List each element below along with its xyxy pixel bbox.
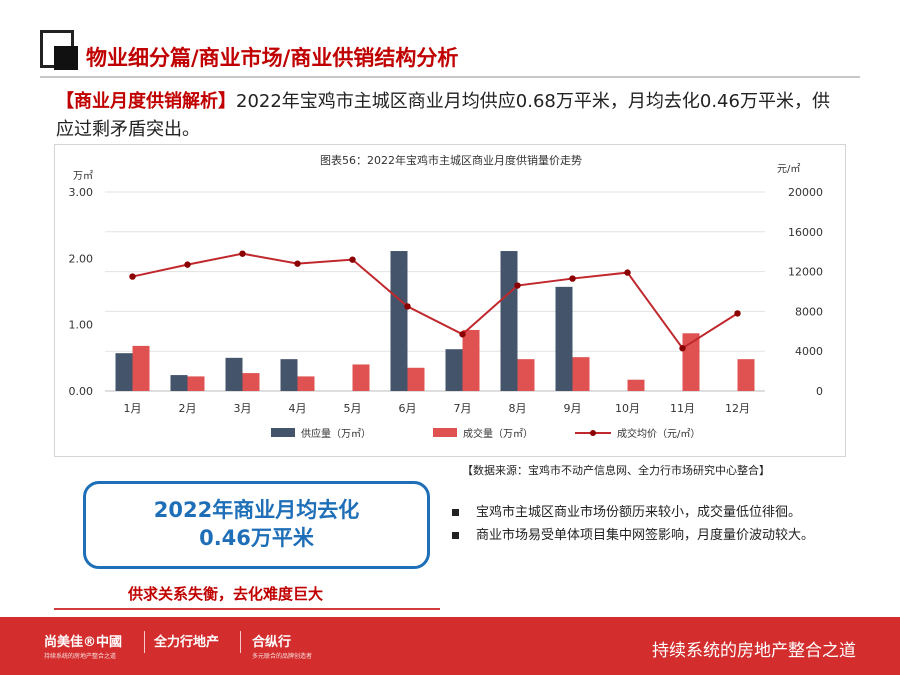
supply-bar: [170, 375, 188, 391]
avg-price-point: [404, 303, 411, 310]
summary-paragraph: 【商业月度供销解析】2022年宝鸡市主城区商业月均供应0.68万平米，月均去化0…: [56, 88, 846, 144]
left-tick-label: 1.00: [69, 319, 94, 332]
supply-bar: [390, 251, 408, 391]
supply-bar: [115, 353, 133, 391]
bullet-square-icon: [452, 532, 459, 539]
right-tick-label: 8000: [795, 305, 823, 318]
avg-price-point: [734, 310, 741, 317]
transaction-bar: [627, 379, 645, 391]
bullet-item: 商业市场易受单体项目集中网签影响，月度量价波动较大。: [452, 525, 852, 546]
data-source-note: 【数据来源：宝鸡市不动产信息网、全力行市场研究中心整合】: [462, 464, 770, 477]
avg-price-point: [624, 269, 631, 276]
avg-price-point: [184, 261, 191, 268]
supply-bar: [555, 286, 573, 391]
left-axis-unit: 万㎡: [73, 170, 93, 182]
left-tick-label: 3.00: [69, 186, 94, 199]
chart-frame: 图表56：2022年宝鸡市主城区商业月度供销量价走势万㎡ 元/㎡ 0.00 1.00 2…: [54, 144, 846, 457]
transaction-bar: [132, 345, 150, 391]
supply-bar: [500, 251, 518, 391]
supply-bar: [445, 349, 463, 391]
legend-transaction-label: 成交量（万㎡）: [463, 427, 533, 440]
footer-brand-quanlixing: 全力行地产: [154, 635, 220, 650]
right-tick-label: 0: [816, 385, 823, 398]
header-logo-square: [54, 46, 78, 70]
footer-separator: [144, 631, 145, 653]
category-label: 2月: [179, 402, 197, 415]
footer-bar: 尚美佳®中國 持续系统的房地产整合之道 全力行地产 合纵行 多元联合的品牌创造者…: [0, 617, 900, 675]
avg-price-point: [129, 273, 136, 280]
legend-supply-swatch: [271, 428, 295, 437]
transaction-bar: [737, 359, 755, 391]
callout-line-1: 2022年商业月均去化: [153, 498, 360, 522]
transaction-bar: [187, 376, 205, 391]
transaction-bar: [242, 373, 260, 391]
footer-brand-shangmeijia-tagline: 持续系统的房地产整合之道: [44, 653, 117, 660]
bullet-square-icon: [452, 509, 459, 516]
category-label: 5月: [344, 402, 362, 415]
avg-price-line: [132, 252, 739, 350]
category-label: 6月: [399, 402, 417, 415]
bullet-text: 商业市场易受单体项目集中网签影响，月度量价波动较大。: [476, 528, 815, 543]
left-tick-label: 0.00: [69, 385, 94, 398]
chart-title: 图表56：2022年宝鸡市主城区商业月度供销量价走势: [320, 153, 582, 167]
legend-price-label: 成交均价（元/㎡）: [617, 427, 700, 440]
callout-box: 2022年商业月均去化 0.46万平米: [83, 481, 430, 569]
title-divider: [40, 76, 860, 78]
supply-bar: [280, 359, 298, 391]
avg-price-point: [514, 282, 521, 289]
right-tick-label: 12000: [788, 266, 823, 279]
callout-line-2: 0.46万平米: [199, 526, 314, 550]
category-label: 4月: [289, 402, 307, 415]
bullet-item: 宝鸡市主城区商业市场份额历来较小，成交量低位徘徊。: [452, 502, 852, 523]
legend-supply-label: 供应量（万㎡）: [301, 427, 371, 440]
category-label: 7月: [454, 402, 472, 415]
callout-subtitle: 供求关系失衡，去化难度巨大: [128, 585, 324, 603]
transaction-bar: [407, 367, 425, 391]
footer-brand-shangmeijia: 尚美佳®中國: [44, 635, 123, 650]
bullet-list: 宝鸡市主城区商业市场份额历来较小，成交量低位徘徊。 商业市场易受单体项目集中网签…: [452, 502, 852, 548]
transaction-bar: [682, 333, 700, 391]
avg-price-point: [459, 331, 466, 338]
supply-bar: [225, 357, 243, 391]
legend-price-marker: [590, 430, 596, 436]
summary-tag: 【商业月度供销解析】: [56, 91, 236, 112]
transaction-bar: [352, 364, 370, 391]
footer-brand-hezongxing-tagline: 多元联合的品牌创造者: [252, 653, 313, 660]
category-label: 12月: [725, 402, 750, 415]
transaction-bar: [297, 376, 315, 391]
page-title: 物业细分篇/商业市场/商业供销结构分析: [86, 46, 459, 70]
avg-price-point: [569, 275, 576, 282]
bullet-text: 宝鸡市主城区商业市场份额历来较小，成交量低位徘徊。: [476, 505, 802, 520]
category-label: 11月: [670, 402, 695, 415]
category-label: 9月: [564, 402, 582, 415]
right-axis-unit: 元/㎡: [777, 163, 800, 175]
avg-price-point: [294, 260, 301, 267]
legend-transaction-swatch: [433, 428, 457, 437]
right-tick-label: 4000: [795, 345, 823, 358]
footer-slogan: 持续系统的房地产整合之道: [652, 641, 856, 661]
category-label: 8月: [509, 402, 527, 415]
right-tick-label: 20000: [788, 186, 823, 199]
category-label: 3月: [234, 402, 252, 415]
transaction-bar: [462, 329, 480, 391]
transaction-bar: [517, 359, 535, 391]
left-tick-label: 2.00: [69, 252, 94, 265]
callout-underline: [54, 608, 440, 610]
transaction-bar: [572, 357, 590, 391]
avg-price-point: [679, 345, 686, 352]
summary-text: 2022年宝鸡市主城区商业月均供应0.68万平米，月均去化0.46万平米，供应过…: [56, 91, 830, 140]
footer-separator: [240, 631, 241, 653]
category-label: 10月: [615, 402, 640, 415]
avg-price-point: [349, 256, 356, 263]
footer-brand-hezongxing: 合纵行: [252, 635, 292, 650]
category-label: 1月: [124, 402, 142, 415]
avg-price-point: [239, 250, 246, 257]
right-tick-label: 16000: [788, 226, 823, 239]
